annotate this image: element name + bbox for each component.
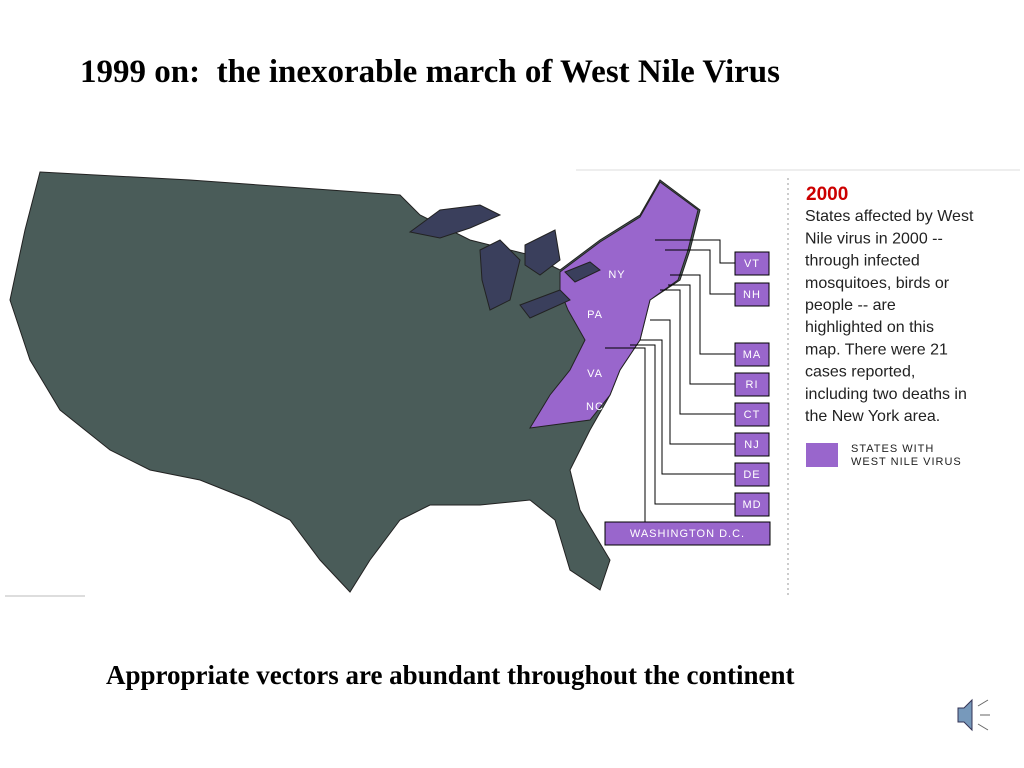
slide-title: 1999 on: the inexorable march of West Ni…: [80, 54, 780, 90]
callout-label: VT: [744, 258, 760, 270]
callout-box: [734, 492, 770, 517]
state-label: NY: [608, 269, 625, 281]
callout-label: MA: [743, 349, 762, 361]
callout-label: NH: [743, 289, 761, 301]
description-line: highlighted on this: [805, 319, 934, 336]
description-line: mosquitoes, birds or: [805, 275, 950, 292]
legend-year: 2000: [806, 184, 848, 205]
description-line: cases reported,: [805, 364, 915, 381]
description-line: through infected: [805, 253, 920, 270]
callout-box: [604, 521, 771, 546]
caption: Appropriate vectors are abundant through…: [106, 660, 795, 690]
description-line: map. There were 21: [805, 341, 948, 358]
description-line: people -- are: [805, 297, 896, 314]
usa: [9, 171, 701, 593]
callout-box: [734, 372, 770, 397]
state-label: NC: [586, 401, 604, 413]
description-line: Nile virus in 2000 --: [805, 230, 943, 247]
callout-label: NJ: [744, 439, 759, 451]
callout-label: RI: [746, 379, 759, 391]
callout-box: [734, 432, 770, 457]
legend-swatch: [806, 443, 838, 467]
state-label: PA: [587, 309, 603, 321]
description-line: including two deaths in: [805, 386, 967, 403]
state-label: VA: [587, 368, 603, 380]
callout-box: [734, 462, 770, 487]
affected-states: [529, 181, 699, 429]
great-lakes: [408, 204, 601, 319]
description-line: States affected by West: [805, 208, 974, 225]
callout-box: [734, 251, 770, 276]
callout-box: [734, 282, 770, 307]
description-line: the New York area.: [805, 408, 940, 425]
callout-lines: [605, 239, 735, 522]
legend-label: STATES WITH: [851, 443, 934, 455]
callout-label: CT: [744, 409, 761, 421]
callout-label: MD: [742, 499, 761, 511]
callout-label: DE: [743, 469, 760, 481]
legend-label: WEST NILE VIRUS: [851, 456, 962, 468]
callout-label: WASHINGTON D.C.: [630, 528, 745, 540]
callout-box: [734, 402, 770, 427]
speaker-icon[interactable]: [957, 698, 990, 732]
callout-box: [734, 342, 770, 367]
